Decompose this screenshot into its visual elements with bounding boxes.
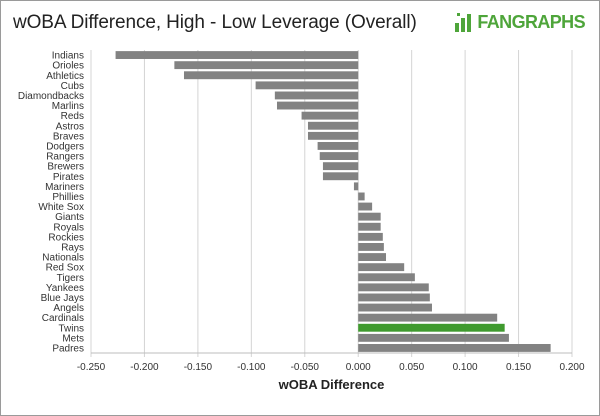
category-label: Diamondbacks [18, 91, 84, 102]
bar [358, 192, 365, 201]
x-tick-label: -0.200 [130, 362, 159, 373]
category-label: Cubs [61, 81, 84, 92]
category-label: Athletics [46, 71, 84, 82]
x-tick-label: -0.050 [291, 362, 320, 373]
category-label: Indians [52, 51, 84, 62]
category-label: Rays [61, 242, 84, 253]
bar [322, 162, 359, 171]
bar [307, 131, 359, 140]
x-tick-label: -0.150 [184, 362, 213, 373]
bar [274, 91, 359, 100]
x-tick-label: 0.000 [346, 362, 371, 373]
category-label: Reds [61, 111, 84, 122]
bar [358, 283, 429, 292]
chart-title: wOBA Difference, High - Low Leverage (Ov… [13, 12, 417, 33]
category-label: Red Sox [46, 263, 84, 274]
fangraphs-logo-icon [455, 13, 472, 32]
category-label: Dodgers [46, 141, 84, 152]
category-label: Royals [53, 222, 84, 233]
x-tick-label: 0.100 [453, 362, 478, 373]
bar [358, 232, 383, 241]
x-tick-label: -0.100 [237, 362, 266, 373]
bar [358, 313, 498, 322]
category-label: Twins [58, 323, 84, 334]
x-tick-label: 0.050 [399, 362, 424, 373]
x-axis-title: wOBA Difference [278, 377, 385, 392]
category-label: Phillies [52, 192, 84, 203]
category-label: White Sox [38, 202, 84, 213]
bar [358, 344, 551, 352]
category-label: Cardinals [42, 313, 84, 324]
bar [358, 222, 381, 231]
bar [353, 182, 359, 191]
category-label: Brewers [47, 162, 84, 173]
bar [183, 71, 359, 80]
bar [358, 333, 509, 342]
bar [317, 142, 359, 150]
category-label: Padres [52, 343, 84, 354]
category-label: Rangers [46, 152, 84, 163]
bar [301, 111, 359, 120]
bar [358, 293, 430, 302]
bar [358, 263, 405, 272]
bar [358, 243, 384, 251]
bar [319, 152, 359, 160]
bar [358, 253, 387, 261]
category-label: Marlins [52, 101, 84, 112]
bar [276, 101, 359, 110]
category-label: Braves [53, 131, 84, 142]
category-label: Yankees [46, 283, 84, 294]
bar [255, 81, 359, 90]
category-label: Rockies [48, 232, 84, 243]
category-label: Orioles [52, 61, 84, 72]
category-label: Nationals [42, 253, 84, 264]
category-label: Mariners [45, 182, 84, 193]
fangraphs-logo-text: FANGRAPHS [477, 11, 585, 32]
category-label: Tigers [57, 273, 84, 284]
category-label: Angels [53, 303, 84, 314]
bar [358, 212, 381, 221]
fangraphs-logo: FANGRAPHS [454, 11, 586, 33]
category-label: Giants [55, 212, 84, 223]
x-tick-label: -0.250 [77, 362, 106, 373]
category-label: Mets [62, 333, 84, 344]
bar [358, 273, 415, 282]
bar [174, 61, 359, 70]
bar [322, 172, 359, 181]
bar [307, 121, 359, 130]
bar [358, 303, 432, 312]
x-tick-label: 0.200 [559, 362, 584, 373]
x-tick-label: 0.150 [506, 362, 531, 373]
category-label: Pirates [53, 172, 84, 183]
bar [358, 202, 373, 211]
category-label: Blue Jays [41, 293, 84, 304]
bar [358, 323, 505, 332]
bar [115, 51, 359, 59]
category-label: Astros [56, 121, 84, 132]
